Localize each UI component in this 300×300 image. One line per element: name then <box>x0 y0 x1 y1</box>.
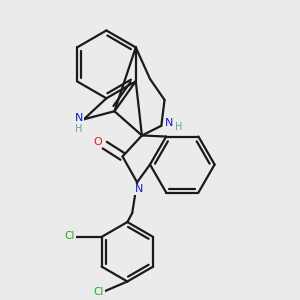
Text: Cl: Cl <box>94 287 104 297</box>
Text: Cl: Cl <box>65 231 75 241</box>
Text: N: N <box>134 184 143 194</box>
Text: H: H <box>75 124 82 134</box>
Text: H: H <box>176 122 183 132</box>
Text: N: N <box>75 113 83 123</box>
Text: N: N <box>165 118 174 128</box>
Text: O: O <box>93 137 102 147</box>
